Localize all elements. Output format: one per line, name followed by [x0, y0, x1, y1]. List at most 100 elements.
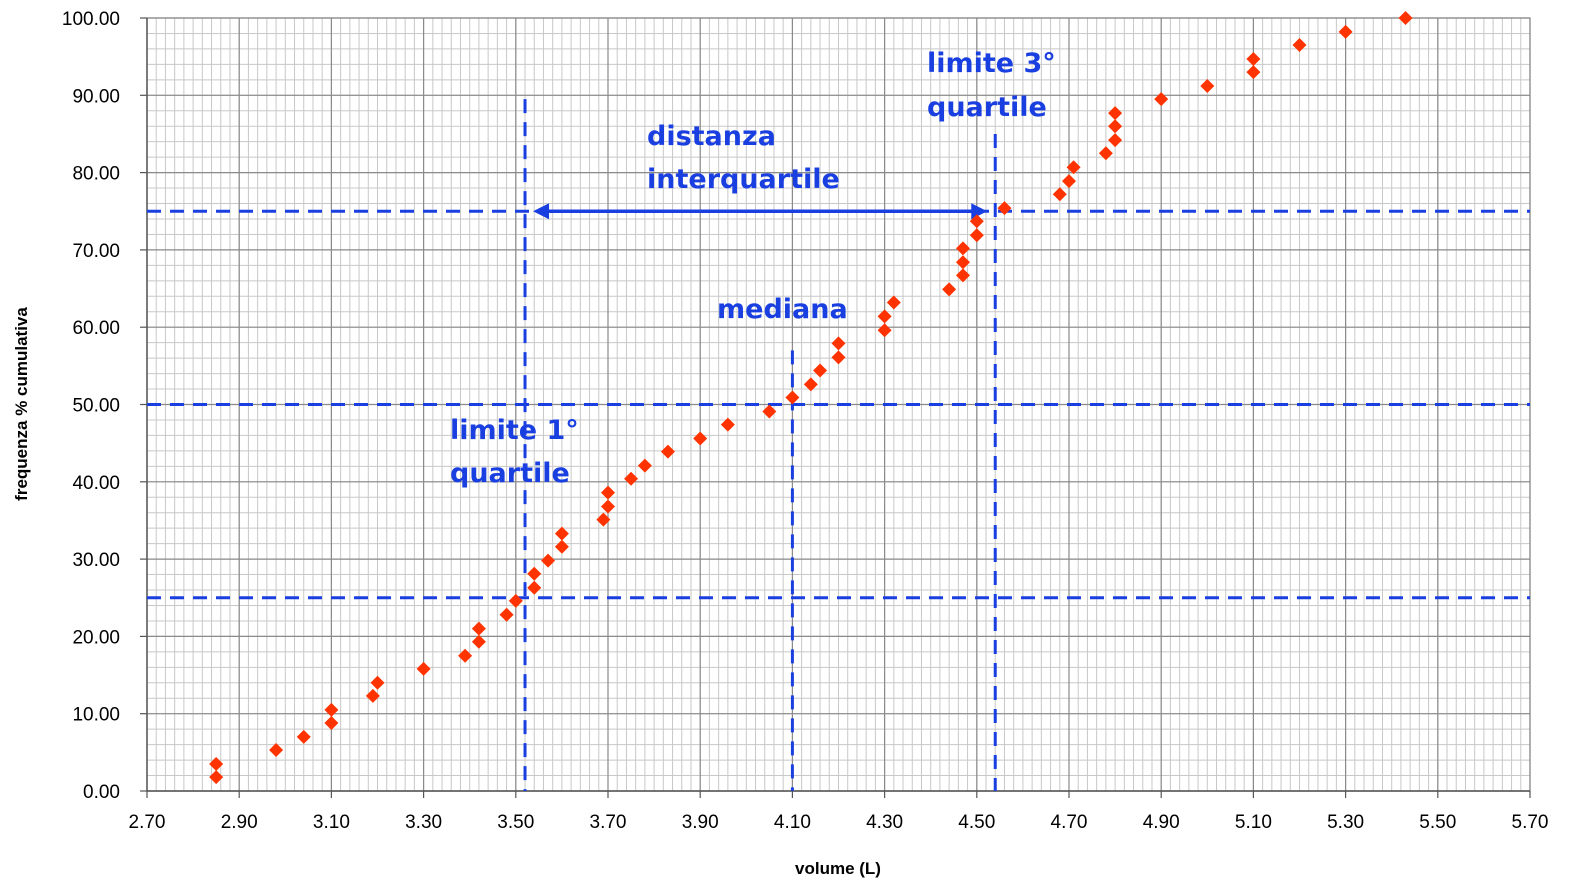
annotation-q1-line1: limite 1° [450, 415, 579, 446]
data-point [209, 770, 224, 785]
annotation-q3-line1: limite 3° [927, 48, 1056, 79]
data-point [1062, 174, 1076, 189]
interquartile-arrow-head-left [533, 203, 550, 220]
data-point [601, 499, 615, 514]
x-tick-label: 3.50 [497, 812, 534, 833]
data-point [1108, 119, 1123, 134]
data-point [693, 431, 708, 446]
x-tick-label: 5.50 [1419, 812, 1456, 833]
data-point [370, 675, 385, 690]
x-axis-title: volume (L) [795, 859, 881, 878]
y-tick-label: 60.00 [72, 318, 120, 339]
data-point [1246, 65, 1261, 80]
data-point [1338, 24, 1353, 39]
x-tick-label: 3.90 [682, 812, 719, 833]
data-point [541, 553, 556, 568]
annotation-iqr-line2: interquartile [647, 164, 840, 195]
data-point [660, 444, 675, 459]
data-point [554, 539, 569, 554]
y-axis-title: frequenza % cumulativa [12, 307, 31, 501]
x-tick-label: 5.30 [1327, 812, 1364, 833]
axis-lines [140, 17, 1531, 798]
data-point [458, 648, 473, 663]
y-tick-label: 0.00 [83, 782, 120, 803]
x-tick-label: 5.10 [1235, 812, 1272, 833]
y-tick-label: 90.00 [72, 86, 120, 107]
data-point [527, 566, 542, 581]
data-point [720, 417, 735, 432]
y-tick-label: 80.00 [72, 164, 120, 185]
data-point [596, 512, 611, 527]
x-axis-tick-labels: 2.70 2.90 3.10 3.30 3.50 3.70 3.90 4.10 4.30 4.50… [129, 812, 1549, 833]
y-tick-label: 10.00 [72, 705, 120, 726]
x-tick-label: 2.90 [221, 812, 258, 833]
annotation-q1-line2: quartile [450, 458, 570, 489]
x-tick-label: 5.70 [1512, 812, 1549, 833]
interquartile-arrow-head-right [971, 203, 988, 220]
x-tick-label: 4.10 [774, 812, 811, 833]
data-point [1292, 38, 1307, 53]
x-tick-label: 4.90 [1143, 812, 1180, 833]
data-point [1108, 133, 1123, 148]
x-tick-label: 3.70 [590, 812, 627, 833]
annotation-iqr-line1: distanza [647, 121, 776, 152]
y-tick-label: 50.00 [72, 396, 120, 417]
data-point [1200, 79, 1215, 94]
y-tick-label: 100.00 [62, 9, 120, 30]
data-point [1398, 11, 1413, 25]
y-tick-label: 40.00 [72, 473, 120, 494]
y-axis-tick-labels: 0.00 10.00 20.00 30.00 40.00 50.00 60.00 70.00 8… [62, 9, 120, 803]
x-tick-label: 3.10 [313, 812, 350, 833]
data-point [803, 377, 818, 392]
x-tick-label: 4.30 [866, 812, 903, 833]
y-tick-label: 70.00 [72, 241, 120, 262]
data-point [997, 201, 1012, 216]
data-point [785, 390, 800, 405]
data-point [1246, 51, 1261, 66]
data-point [969, 228, 984, 243]
data-point [955, 255, 970, 270]
data-point [877, 323, 892, 338]
data-point [877, 309, 892, 324]
y-tick-label: 30.00 [72, 550, 120, 571]
data-point [324, 715, 339, 730]
data-point [1154, 92, 1169, 107]
data-point [471, 634, 486, 649]
data-point [416, 661, 431, 676]
data-point [1098, 146, 1113, 161]
data-point [762, 404, 777, 419]
y-tick-label: 20.00 [72, 627, 120, 648]
data-point [601, 485, 615, 500]
data-point [471, 621, 486, 636]
data-point [1052, 187, 1067, 202]
data-point [955, 268, 970, 283]
data-point [1108, 106, 1123, 121]
data-point [624, 471, 639, 486]
data-point [209, 756, 224, 771]
data-point [886, 295, 901, 310]
reference-lines [147, 99, 1530, 791]
data-point [296, 729, 311, 744]
data-point [955, 241, 970, 256]
data-point [269, 743, 284, 758]
annotation-q3-line2: quartile [927, 92, 1047, 123]
data-point [554, 526, 569, 541]
x-tick-label: 3.30 [405, 812, 442, 833]
data-point [1066, 160, 1081, 175]
x-tick-label: 4.50 [958, 812, 995, 833]
data-point [831, 350, 846, 365]
data-point [831, 336, 846, 351]
data-points [209, 11, 1413, 785]
data-point [499, 607, 514, 622]
data-point [527, 580, 542, 595]
data-point [813, 363, 828, 378]
data-point [969, 214, 984, 229]
data-point [942, 282, 957, 297]
data-point [365, 688, 380, 703]
x-tick-label: 2.70 [129, 812, 166, 833]
annotation-median: mediana [717, 294, 848, 325]
x-tick-label: 4.70 [1051, 812, 1088, 833]
data-point [324, 702, 339, 717]
